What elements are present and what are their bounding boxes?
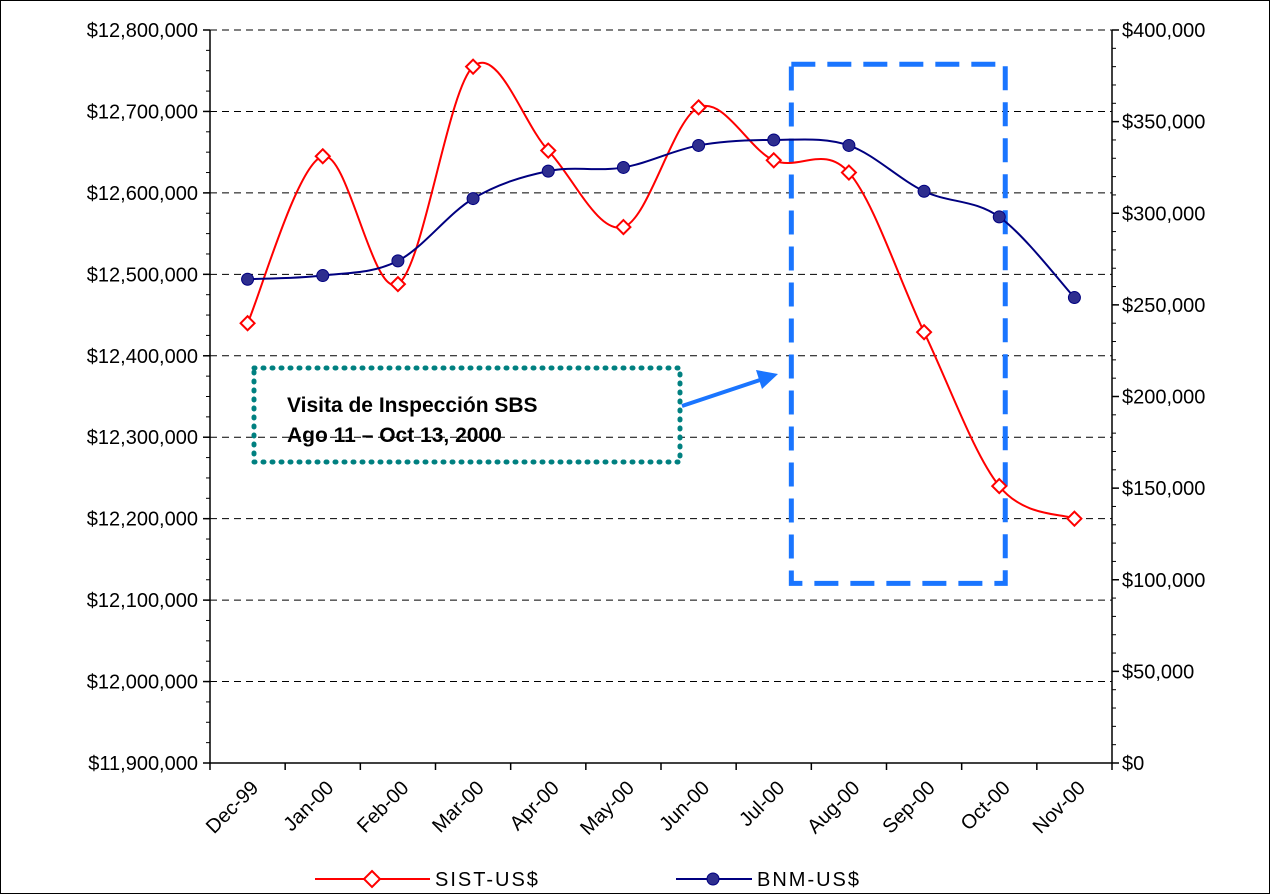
left-tick-label: $11,900,000 — [88, 753, 198, 775]
x-tick-label: Apr-00 — [506, 777, 564, 835]
x-tick-label: Aug-00 — [803, 777, 864, 838]
x-tick-label: Dec-99 — [202, 777, 263, 838]
x-tick-label: Mar-00 — [428, 777, 488, 837]
data-point-bnm — [316, 269, 330, 283]
right-tick-label: $400,000 — [1122, 20, 1205, 42]
left-tick-label: $12,300,000 — [87, 427, 198, 449]
data-point-sist — [615, 218, 632, 236]
data-point-bnm — [992, 210, 1006, 224]
data-point-sist — [539, 142, 557, 159]
right-tick-label: $0 — [1122, 753, 1144, 775]
x-tick-label: Nov-00 — [1029, 777, 1090, 838]
right-tick-label: $150,000 — [1122, 478, 1205, 500]
grid-lines — [210, 29, 1112, 683]
right-tick-label: $50,000 — [1122, 661, 1194, 683]
left-tick-label: $12,700,000 — [87, 101, 198, 123]
x-tick-label: Jan-00 — [279, 777, 338, 836]
right-tick-label: $350,000 — [1122, 112, 1205, 134]
data-point-sist — [990, 477, 1008, 495]
annotation-arrowhead — [756, 370, 778, 389]
right-tick-label: $250,000 — [1122, 295, 1205, 317]
annotation: Visita de Inspección SBS Ago 11 – Oct 13… — [251, 365, 778, 465]
x-tick-label: Feb-00 — [353, 777, 413, 837]
x-tick-label: Jul-00 — [735, 777, 789, 831]
data-point-bnm — [466, 192, 480, 206]
data-point-bnm — [692, 138, 706, 152]
data-point-sist — [765, 151, 783, 169]
data-point-sist — [314, 147, 332, 165]
x-tick-label: May-00 — [576, 777, 639, 840]
legend: SIST-US$ BNM-US$ — [315, 869, 861, 891]
x-tick-labels: Dec-99 Jan-00 Feb-00 Mar-00 Apr-00 May-00 Jun-… — [202, 777, 1090, 840]
left-tick-label: $12,800,000 — [87, 20, 198, 42]
annotation-line-2: Ago 11 – Oct 13, 2000 — [287, 424, 502, 447]
data-point-sist — [915, 323, 933, 341]
left-tick-label: $12,100,000 — [87, 590, 198, 612]
inspection-period-highlight — [788, 61, 1008, 586]
data-point-bnm — [541, 164, 555, 178]
data-point-sist — [464, 58, 482, 76]
right-tick-label: $300,000 — [1122, 203, 1205, 225]
data-point-sist — [690, 98, 707, 116]
x-tick-label: Jun-00 — [655, 777, 714, 836]
series-line-sist — [246, 62, 1075, 520]
axes: $11,900,000 $12,000,000 $12,100,000 $12,200… — [87, 20, 1206, 775]
left-tick-label: $12,500,000 — [87, 264, 198, 286]
right-tick-label: $200,000 — [1122, 387, 1205, 409]
series-line-bnm — [247, 138, 1076, 299]
data-point-bnm — [917, 184, 931, 198]
data-point-bnm — [391, 254, 405, 268]
legend-marker-sist — [362, 869, 382, 889]
legend-label-bnm: BNM-US$ — [757, 869, 861, 891]
data-point-bnm — [1067, 291, 1081, 305]
data-point-sist — [389, 275, 407, 293]
left-tick-label: $12,200,000 — [87, 509, 198, 531]
right-tick-label: $100,000 — [1122, 570, 1205, 592]
data-point-bnm — [767, 133, 781, 147]
left-tick-label: $12,400,000 — [87, 346, 198, 368]
highlight-box — [788, 61, 1008, 586]
left-tick-label: $12,000,000 — [87, 672, 198, 694]
x-tick-label: Sep-00 — [878, 777, 939, 838]
data-point-sist — [840, 164, 858, 181]
legend-label-sist: SIST-US$ — [435, 869, 540, 891]
series — [239, 58, 1083, 528]
annotation-line-1: Visita de Inspección SBS — [287, 394, 538, 417]
data-point-bnm — [842, 138, 856, 152]
data-point-bnm — [616, 160, 630, 174]
annotation-box — [251, 365, 683, 465]
annotation-arrow — [681, 378, 761, 408]
data-point-bnm — [241, 272, 255, 286]
data-point-sist — [239, 314, 256, 332]
data-point-sist — [1066, 510, 1083, 528]
x-tick-label: Oct-00 — [957, 777, 1015, 835]
legend-marker-bnm — [706, 872, 720, 886]
left-tick-label: $12,600,000 — [87, 183, 198, 205]
